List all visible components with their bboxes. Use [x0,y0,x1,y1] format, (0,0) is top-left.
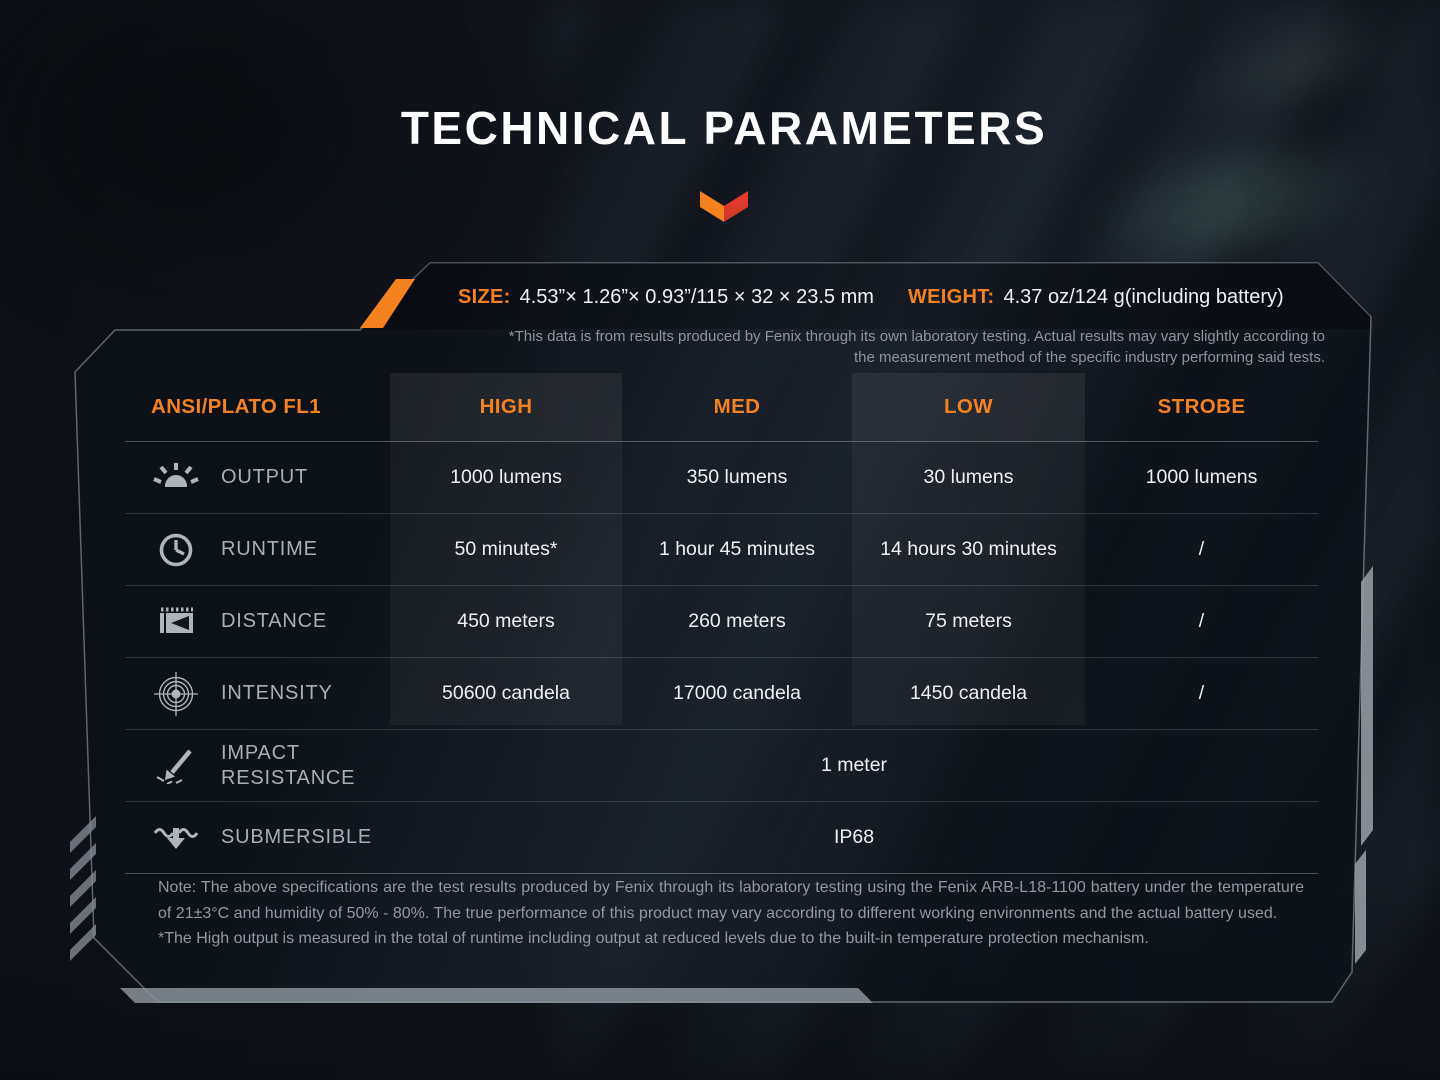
cell-runtime-high: 50 minutes* [454,538,558,560]
footnote-asterisk-line: *The High output is measured in the tota… [158,930,1149,947]
disclaimer-line-2: the measurement method of the specific i… [853,348,1325,366]
cell-intensity-high: 50600 candela [442,682,570,704]
header-high: HIGH [479,395,533,418]
header-strobe: STROBE [1157,395,1246,418]
size-value: 4.53”× 1.26”× 0.93”/115 × 32 × 23.5 mm [519,286,874,308]
footnote-paragraph: Note: The above specifications are the t… [158,879,1304,922]
table-row-submersible: SUBMERSIBLE IP68 [125,802,1318,874]
cell-output-strobe: 1000 lumens [1145,466,1258,488]
size-weight-bar: SIZE: 4.53”× 1.26”× 0.93”/115 × 32 × 23.… [458,286,1284,309]
cell-intensity-low: 1450 candela [909,682,1028,704]
cell-distance-med: 260 meters [688,610,786,632]
footnote: Note: The above specifications are the t… [158,875,1304,952]
table-header-row: ANSI/PLATO FL1 HIGH MED LOW STROBE [125,373,1318,442]
cell-output-low: 30 lumens [923,466,1014,488]
cell-runtime-strobe: / [1198,538,1205,560]
cell-impact-value: 1 meter [820,754,888,776]
row-label-output: OUTPUT [221,466,309,488]
chevron-down-icon [699,191,749,228]
bottom-bar [120,988,873,1003]
size-label: SIZE: [458,286,511,308]
cell-distance-strobe: / [1198,610,1205,632]
weight-label: WEIGHT: [907,286,995,308]
sun-output-icon [151,462,201,494]
weight-value: 4.37 oz/124 g(including battery) [1003,286,1284,308]
cell-distance-low: 75 meters [925,610,1012,632]
high-column-highlight [390,373,622,725]
hazard-stripes [70,816,96,961]
row-label-intensity: INTENSITY [221,682,333,704]
cell-submersible-value: IP68 [833,826,875,848]
clock-icon [151,532,201,568]
row-label-runtime: RUNTIME [221,538,318,560]
spec-table: ANSI/PLATO FL1 HIGH MED LOW STROBE [125,373,1318,874]
right-bar-lower [1355,850,1366,964]
table-row-intensity: INTENSITY 50600 candela 17000 candela 14… [125,658,1318,730]
table-row-output: OUTPUT 1000 lumens 350 lumens 30 lumens … [125,442,1318,514]
row-label-submersible: SUBMERSIBLE [221,826,373,848]
submersible-icon [151,824,201,852]
impact-arrow-icon [151,748,201,784]
table-row-impact: IMPACT RESISTANCE 1 meter [125,730,1318,802]
target-intensity-icon [151,671,201,716]
table-row-distance: DISTANCE 450 meters 260 meters 75 meters… [125,586,1318,658]
header-med: MED [713,395,761,418]
panel-top-strip [362,263,1370,329]
row-label-distance: DISTANCE [221,610,328,632]
beam-distance-icon [151,606,201,638]
disclaimer-line-1: *This data is from results produced by F… [508,328,1325,345]
cell-runtime-low: 14 hours 30 minutes [880,538,1057,560]
cell-intensity-strobe: / [1198,682,1205,704]
right-bar-upper [1361,566,1373,846]
cell-output-med: 350 lumens [686,466,788,488]
header-ansi: ANSI/PLATO FL1 [151,395,321,418]
cell-distance-high: 450 meters [457,610,555,632]
row-label-impact: IMPACT RESISTANCE [221,741,356,789]
low-column-highlight [852,373,1085,725]
cell-output-high: 1000 lumens [450,466,562,488]
cell-runtime-med: 1 hour 45 minutes [658,538,816,560]
header-low: LOW [943,395,994,418]
table-row-runtime: RUNTIME 50 minutes* 1 hour 45 minutes 14… [125,514,1318,586]
cell-intensity-med: 17000 candela [673,682,801,704]
disclaimer: *This data is from results produced by F… [509,327,1325,368]
page-title: TECHNICAL PARAMETERS [400,102,1048,154]
